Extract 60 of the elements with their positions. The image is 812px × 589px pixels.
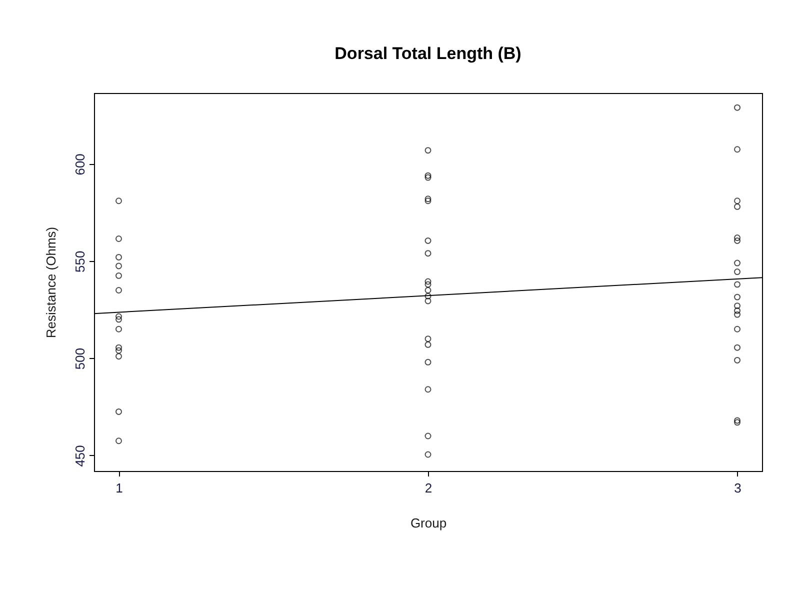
point: [734, 294, 740, 300]
point: [424, 278, 432, 285]
point: [424, 336, 432, 342]
point: [424, 237, 432, 244]
point: [424, 432, 432, 440]
point: [734, 419, 740, 426]
point: [424, 198, 432, 204]
point: [734, 198, 740, 204]
point: [116, 347, 122, 354]
point: [116, 236, 122, 242]
y-tick-label: 600: [72, 154, 88, 176]
point: [116, 262, 122, 270]
point: [734, 260, 740, 266]
point: [734, 146, 740, 153]
point: [734, 281, 740, 288]
y-tick-label: 450: [72, 445, 88, 467]
x-tick-label: 1: [116, 480, 123, 496]
point: [734, 356, 740, 364]
point: [116, 254, 122, 260]
point: [116, 272, 122, 279]
point: [116, 313, 122, 320]
point: [116, 326, 122, 332]
y-tick-label: 550: [72, 250, 88, 272]
point: [734, 203, 740, 210]
point: [116, 408, 122, 415]
point: [734, 326, 740, 332]
point: [424, 281, 432, 288]
x-tick-label: 2: [424, 480, 432, 496]
point: [734, 311, 740, 318]
point: [424, 341, 432, 348]
point: [116, 316, 122, 323]
x-tick-label: 3: [734, 480, 742, 496]
point: [424, 147, 432, 154]
point: [424, 174, 432, 181]
y-tick-label: 500: [72, 348, 88, 370]
chart-title: Dorsal Total Length (B): [334, 44, 522, 63]
point: [424, 292, 432, 300]
point: [424, 196, 432, 202]
point: [734, 234, 740, 242]
point: [424, 287, 432, 294]
point: [116, 438, 122, 444]
y-axis-title: Resistance (Ohms): [44, 226, 58, 338]
point: [424, 386, 432, 393]
point: [116, 198, 122, 204]
point: [734, 237, 740, 244]
point: [424, 358, 432, 366]
point: [116, 344, 122, 351]
point: [734, 268, 740, 276]
point: [734, 302, 740, 310]
point: [734, 417, 740, 424]
point: [734, 307, 740, 314]
point: [734, 344, 740, 351]
point: [116, 353, 122, 360]
point: [734, 104, 740, 111]
x-axis-title: Group: [410, 516, 447, 530]
point: [424, 250, 432, 257]
point: [424, 451, 432, 458]
point: [116, 287, 122, 294]
point: [424, 172, 432, 179]
point: [424, 298, 432, 304]
